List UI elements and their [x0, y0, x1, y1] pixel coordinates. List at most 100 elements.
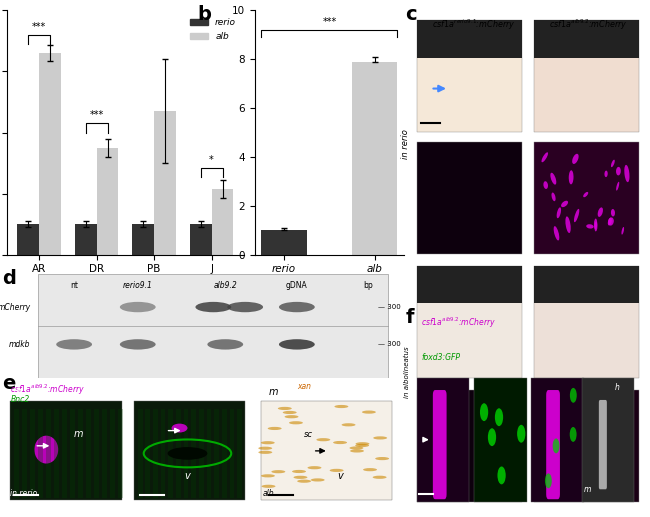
Ellipse shape: [611, 160, 615, 167]
FancyBboxPatch shape: [110, 409, 114, 498]
Bar: [352, 62, 397, 255]
X-axis label: stage: stage: [110, 280, 141, 290]
Ellipse shape: [624, 165, 629, 182]
Text: xan: xan: [297, 383, 311, 391]
FancyBboxPatch shape: [134, 401, 245, 500]
FancyBboxPatch shape: [229, 409, 234, 498]
Text: m: m: [73, 429, 83, 439]
Ellipse shape: [362, 410, 376, 414]
Circle shape: [552, 438, 560, 453]
FancyBboxPatch shape: [78, 409, 83, 498]
Ellipse shape: [611, 209, 615, 217]
Ellipse shape: [561, 201, 568, 207]
Ellipse shape: [317, 438, 330, 442]
FancyBboxPatch shape: [31, 409, 35, 498]
Text: ***: ***: [90, 110, 104, 120]
Text: sc: sc: [141, 388, 150, 397]
Text: mCherry: mCherry: [0, 302, 31, 312]
Ellipse shape: [330, 469, 344, 472]
Ellipse shape: [335, 405, 348, 408]
Text: h: h: [16, 387, 21, 397]
FancyBboxPatch shape: [417, 142, 522, 253]
FancyBboxPatch shape: [534, 266, 639, 377]
FancyBboxPatch shape: [474, 377, 526, 501]
FancyBboxPatch shape: [534, 20, 639, 132]
Ellipse shape: [566, 217, 571, 233]
FancyBboxPatch shape: [118, 409, 123, 498]
Ellipse shape: [261, 485, 276, 488]
FancyBboxPatch shape: [62, 409, 67, 498]
Circle shape: [497, 466, 506, 484]
Ellipse shape: [592, 459, 597, 473]
Ellipse shape: [554, 226, 559, 240]
Text: m: m: [584, 485, 592, 494]
FancyBboxPatch shape: [534, 20, 639, 58]
FancyBboxPatch shape: [153, 409, 158, 498]
Ellipse shape: [604, 444, 609, 454]
Ellipse shape: [278, 407, 292, 410]
Ellipse shape: [289, 421, 303, 424]
Ellipse shape: [595, 222, 597, 232]
Ellipse shape: [283, 411, 296, 414]
Text: e: e: [3, 374, 16, 392]
Text: mdkb: mdkb: [9, 340, 31, 349]
Bar: [212, 189, 233, 255]
Bar: [75, 224, 97, 255]
Ellipse shape: [227, 302, 263, 312]
Ellipse shape: [549, 402, 554, 413]
Ellipse shape: [551, 432, 554, 439]
Text: $csf1a^{alb9.2}$:mCherry: $csf1a^{alb9.2}$:mCherry: [549, 18, 628, 32]
Ellipse shape: [604, 171, 608, 177]
Bar: [133, 224, 154, 255]
Ellipse shape: [576, 423, 579, 438]
Ellipse shape: [619, 406, 624, 414]
Text: v: v: [338, 471, 343, 481]
FancyBboxPatch shape: [46, 409, 51, 498]
Text: rerio9.1: rerio9.1: [123, 281, 153, 290]
Text: in rerio: in rerio: [10, 489, 38, 498]
FancyBboxPatch shape: [176, 409, 181, 498]
Ellipse shape: [261, 441, 275, 444]
Ellipse shape: [258, 451, 272, 454]
Ellipse shape: [307, 466, 322, 469]
Text: sc: sc: [304, 430, 313, 439]
Ellipse shape: [196, 302, 231, 312]
FancyBboxPatch shape: [417, 20, 522, 132]
Ellipse shape: [333, 441, 347, 444]
Bar: [18, 224, 39, 255]
Ellipse shape: [616, 167, 621, 175]
Ellipse shape: [616, 426, 619, 436]
Ellipse shape: [583, 192, 588, 197]
FancyBboxPatch shape: [161, 409, 166, 498]
Ellipse shape: [285, 415, 298, 418]
Ellipse shape: [543, 181, 548, 189]
Circle shape: [480, 403, 488, 421]
FancyBboxPatch shape: [417, 266, 522, 377]
Bar: [190, 224, 212, 255]
Text: $csf1a^{alb9.2}$:mCherry: $csf1a^{alb9.2}$:mCherry: [10, 383, 86, 397]
Circle shape: [569, 427, 577, 442]
Text: — 300: — 300: [378, 304, 401, 310]
FancyBboxPatch shape: [207, 409, 211, 498]
Legend: rerio, alb: rerio, alb: [187, 15, 240, 44]
Ellipse shape: [593, 397, 595, 415]
Ellipse shape: [586, 224, 593, 229]
Ellipse shape: [311, 478, 324, 481]
Ellipse shape: [572, 154, 578, 164]
Text: f: f: [406, 308, 414, 327]
Ellipse shape: [355, 444, 369, 447]
Circle shape: [517, 425, 525, 443]
Ellipse shape: [556, 207, 561, 218]
Circle shape: [545, 474, 552, 488]
Ellipse shape: [356, 442, 369, 445]
Text: m: m: [268, 387, 278, 397]
FancyBboxPatch shape: [10, 401, 122, 500]
Ellipse shape: [56, 339, 92, 349]
FancyBboxPatch shape: [38, 409, 43, 498]
FancyBboxPatch shape: [184, 409, 188, 498]
Text: nt: nt: [70, 281, 78, 290]
Ellipse shape: [623, 444, 628, 460]
Ellipse shape: [574, 209, 579, 222]
Ellipse shape: [294, 476, 307, 479]
FancyBboxPatch shape: [237, 409, 242, 498]
